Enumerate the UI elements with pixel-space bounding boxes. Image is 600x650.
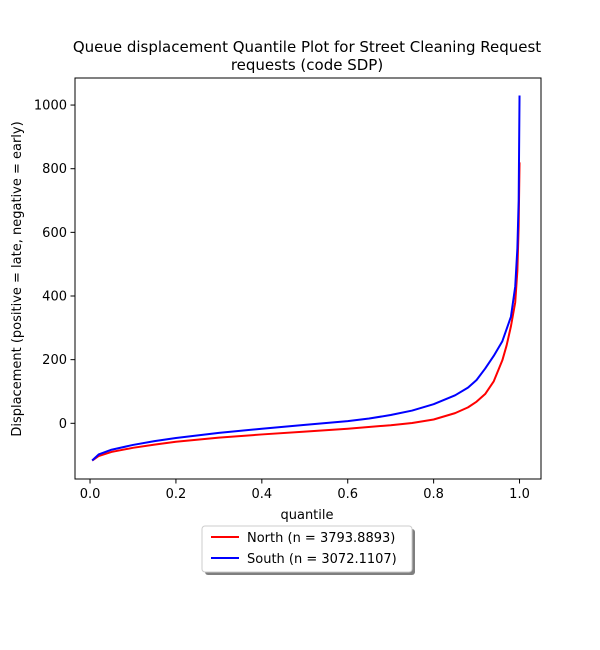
y-tick-label: 1000 xyxy=(34,99,67,114)
x-tick-label: 0.0 xyxy=(80,487,101,502)
x-axis-label: quantile xyxy=(280,508,333,523)
legend: North (n = 3793.8893) South (n = 3072.110… xyxy=(201,525,415,575)
y-axis-label: Displacement (positive = late, negative … xyxy=(10,121,25,436)
x-tick-label: 0.2 xyxy=(166,487,187,502)
plot-frame xyxy=(74,77,542,480)
legend-label-south: South (n = 3072.1107) xyxy=(247,552,397,567)
series-line-north xyxy=(91,162,521,462)
x-tick-label: 0.8 xyxy=(423,487,444,502)
x-tick-label: 1.0 xyxy=(509,487,530,502)
y-tick-label: 200 xyxy=(42,353,67,368)
series-line-south xyxy=(91,95,521,462)
x-tick-label: 0.4 xyxy=(251,487,272,502)
y-tick-label: 600 xyxy=(42,226,67,241)
y-tick-label: 400 xyxy=(42,290,67,305)
y-tick-label: 800 xyxy=(42,162,67,177)
plot-area: 0.0 0.2 0.4 0.6 0.8 1.0 0 200 400 600 800 1000 xyxy=(34,77,542,502)
y-tick-label: 0 xyxy=(59,417,67,432)
legend-label-north: North (n = 3793.8893) xyxy=(247,531,395,546)
x-tick-label: 0.6 xyxy=(337,487,358,502)
legend-box xyxy=(201,525,413,573)
chart-title-line-2: requests (code SDP) xyxy=(231,56,383,74)
chart-title-line-1: Queue displacement Quantile Plot for Str… xyxy=(73,38,541,56)
